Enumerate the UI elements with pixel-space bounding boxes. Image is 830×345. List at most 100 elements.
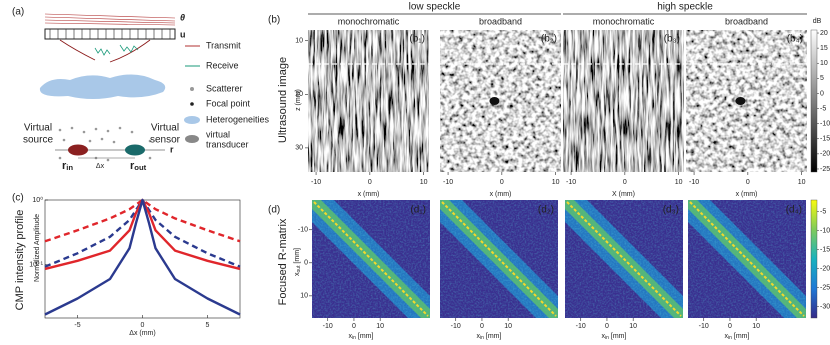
x-tick-label: 10: [798, 179, 806, 186]
transducer-elements: [49, 29, 171, 39]
axis-label-base: x: [349, 333, 353, 340]
axis-label-sub: in: [728, 335, 732, 341]
x-tick-label: -10: [566, 179, 576, 186]
axis-label-unit: [mm]: [609, 333, 627, 340]
legend-label: Heterogeneities: [206, 114, 270, 124]
receive-path: [94, 44, 139, 56]
axis-label: xin [mm]: [602, 333, 627, 341]
x-tick-label: 10: [675, 179, 683, 186]
y-tick-label: 0: [304, 260, 308, 267]
colorbar-tick-label: -5: [820, 105, 826, 112]
colorbar-tick-label: -20: [820, 265, 830, 272]
image-tag: (b₃): [664, 34, 680, 45]
axis-label-unit: [mm]: [356, 333, 374, 340]
legend-swatch: [190, 87, 194, 91]
legend-swatch: [185, 135, 199, 143]
colorbar-tick-label: 20: [820, 30, 828, 37]
ultrasound-image: [308, 30, 429, 172]
x-tick-label: 10: [552, 179, 560, 186]
y-tick-label: 30: [295, 145, 303, 152]
x-tick-label: -10: [699, 323, 709, 330]
x-tick-label: 0: [368, 179, 372, 186]
x-tick-label: 0: [500, 179, 504, 186]
x-tick-label: -10: [443, 179, 453, 186]
annotation: r: [170, 144, 174, 154]
colorbar-tick-label: -10: [820, 227, 830, 234]
colorbar-tick-label: 0: [820, 90, 824, 97]
axis-title: Focused R-matrix: [277, 218, 289, 305]
legend-label: virtual: [206, 129, 230, 139]
axis-label-unit: [mm]: [732, 333, 750, 340]
colorbar-tick-label: -20: [820, 151, 830, 158]
image-tag: (b₂): [541, 34, 557, 45]
panel-label: (d): [268, 205, 280, 216]
x-tick-label: 0: [623, 179, 627, 186]
x-tick-label: 0: [605, 323, 609, 330]
axis-label-base: x: [294, 272, 301, 276]
colorbar-tick-label: -15: [820, 246, 830, 253]
r-in: rin: [62, 160, 73, 172]
colorbar-tick-label: -5: [820, 208, 826, 215]
image-tag: (d₃): [663, 205, 679, 216]
axis-label: Δx (mm): [129, 330, 155, 337]
axis-label: xin [mm]: [477, 333, 502, 341]
colorbar: [810, 29, 818, 173]
x-tick-label: 10: [752, 323, 760, 330]
ultrasound-image: [440, 30, 561, 172]
colorbar-tick-label: -15: [820, 136, 830, 143]
x-tick-label: -10: [323, 323, 333, 330]
series-line: [44, 198, 241, 316]
symbol: θ: [180, 12, 185, 22]
axis-title: Ultrasound image: [277, 57, 289, 143]
panel-label: (b): [268, 15, 280, 26]
y-tick-label: 10: [300, 293, 308, 300]
ultrasound-image: [686, 30, 807, 172]
axis-label-unit: [mm]: [484, 333, 502, 340]
axis-label: x (mm): [490, 191, 512, 198]
x-tick-label: 0: [141, 322, 145, 329]
annotation: Δx: [96, 163, 105, 170]
image-tag: (d₁): [410, 205, 426, 216]
x-tick-label: -10: [451, 323, 461, 330]
axis-label: x (mm): [736, 191, 758, 198]
legend-label: transducer: [206, 139, 249, 149]
transducer-array: [44, 28, 176, 40]
series-line: [44, 198, 241, 268]
image-title: monochromatic: [338, 16, 400, 26]
x-tick-label: 10: [504, 323, 512, 330]
colorbar-label: dB: [813, 18, 822, 25]
axis-label: xin [mm]: [349, 333, 374, 341]
image-tag: (d₂): [538, 205, 554, 216]
axis-title: CMP intensity profile: [14, 210, 26, 311]
series-line: [44, 198, 241, 243]
image-tag: (b₄): [787, 34, 803, 45]
group-title: high speckle: [657, 2, 713, 13]
legend-label: Transmit: [206, 40, 241, 50]
y-tick-label: -10: [298, 227, 308, 234]
axis-label: xin [mm]: [725, 333, 750, 341]
colorbar-tick-label: 15: [820, 45, 828, 52]
x-tick-label: 10: [420, 179, 428, 186]
axis-label: Normalized Amplitude: [34, 214, 41, 282]
annotation: Virtual: [24, 123, 52, 134]
axis-label: z (mm): [295, 89, 302, 111]
x-tick-label: 0: [480, 323, 484, 330]
axis-label-sub: in: [480, 335, 484, 341]
panel-label: (a): [12, 7, 24, 18]
r-out: rout: [130, 160, 147, 172]
annotation: source: [23, 135, 53, 146]
axis-label: X (mm): [612, 191, 635, 198]
inclusion: [735, 97, 746, 105]
y-tick-label: 20: [295, 91, 303, 98]
rmatrix-diagonal: [689, 201, 805, 317]
symbol: u: [180, 29, 186, 39]
image-title: broadband: [725, 16, 768, 26]
image-tag: (d₄): [786, 205, 802, 216]
transmit-wavefronts: [44, 13, 176, 26]
legend-label: Scatterer: [206, 83, 243, 93]
y-tick-label: 10: [295, 38, 303, 45]
virtual-source-marker: [68, 144, 88, 156]
x-tick-label: -10: [689, 179, 699, 186]
series-line: [44, 198, 241, 271]
